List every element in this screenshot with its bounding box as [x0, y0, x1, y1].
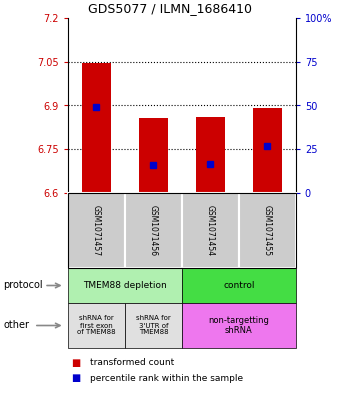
Text: GDS5077 / ILMN_1686410: GDS5077 / ILMN_1686410: [88, 2, 252, 15]
Bar: [196, 117, 225, 193]
Text: GSM1071454: GSM1071454: [206, 205, 215, 256]
Bar: [139, 118, 168, 193]
Text: shRNA for
3'UTR of
TMEM88: shRNA for 3'UTR of TMEM88: [136, 316, 171, 336]
Text: other: other: [3, 321, 29, 331]
Text: shRNA for
first exon
of TMEM88: shRNA for first exon of TMEM88: [77, 316, 116, 336]
Bar: [253, 108, 282, 193]
Bar: [82, 63, 111, 193]
Text: TMEM88 depletion: TMEM88 depletion: [83, 281, 167, 290]
Text: GSM1071456: GSM1071456: [149, 205, 158, 256]
Text: GSM1071457: GSM1071457: [92, 205, 101, 256]
Text: control: control: [223, 281, 255, 290]
Text: percentile rank within the sample: percentile rank within the sample: [90, 374, 243, 383]
Text: transformed count: transformed count: [90, 358, 174, 367]
Text: GSM1071455: GSM1071455: [263, 205, 272, 256]
Text: ■: ■: [71, 373, 81, 383]
Text: protocol: protocol: [3, 281, 43, 290]
Text: ■: ■: [71, 358, 81, 367]
Text: non-targetting
shRNA: non-targetting shRNA: [208, 316, 269, 335]
